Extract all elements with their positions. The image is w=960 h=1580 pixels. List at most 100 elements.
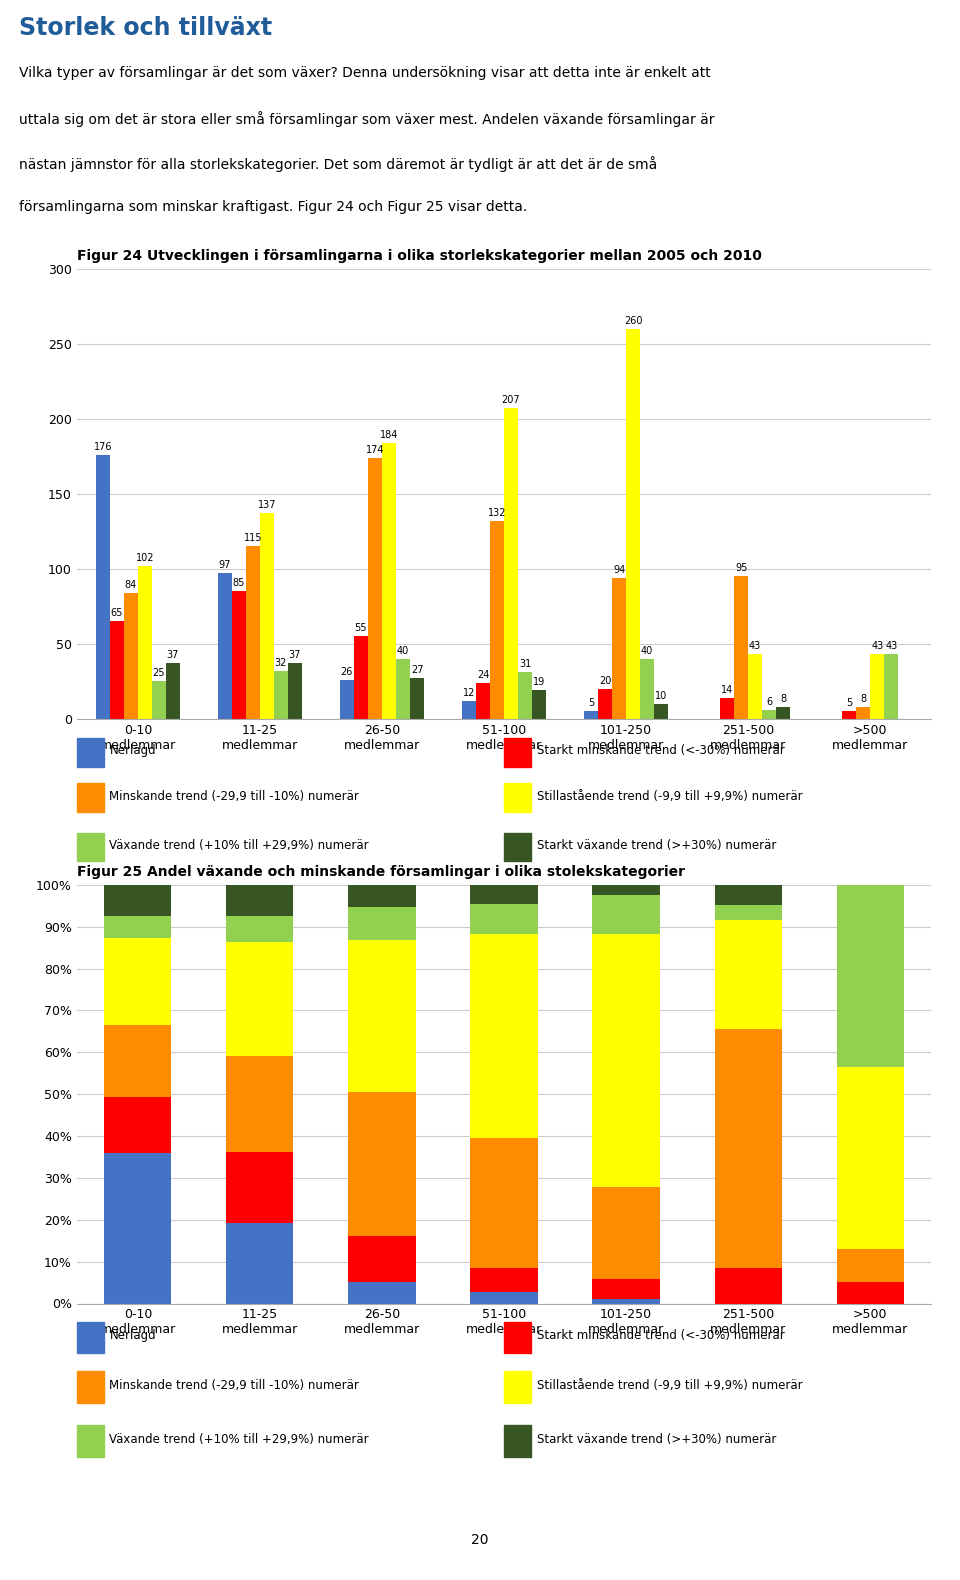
Bar xyxy=(714,1029,781,1269)
Text: 14: 14 xyxy=(721,684,733,695)
Bar xyxy=(382,442,396,719)
Text: 43: 43 xyxy=(885,641,898,651)
Bar xyxy=(348,885,416,907)
Bar xyxy=(592,885,660,894)
Bar xyxy=(720,698,734,719)
Bar xyxy=(227,1223,294,1304)
Bar xyxy=(836,1283,903,1303)
Bar xyxy=(592,1187,660,1280)
Bar xyxy=(227,942,294,1057)
Bar xyxy=(777,706,790,719)
Bar xyxy=(856,706,870,719)
Text: 85: 85 xyxy=(232,578,245,588)
Bar xyxy=(348,1237,416,1281)
Bar xyxy=(246,547,260,719)
Bar xyxy=(592,1299,660,1304)
Bar xyxy=(227,1152,294,1223)
Text: 94: 94 xyxy=(612,564,625,575)
Text: 97: 97 xyxy=(219,561,231,570)
Text: 260: 260 xyxy=(624,316,642,325)
Text: 25: 25 xyxy=(153,668,165,678)
Text: 137: 137 xyxy=(257,501,276,510)
Text: Stillastående trend (-9,9 till +9,9%) numerär: Stillastående trend (-9,9 till +9,9%) nu… xyxy=(537,790,803,803)
Bar xyxy=(470,1269,538,1292)
Text: Växande trend (+10% till +29,9%) numerär: Växande trend (+10% till +29,9%) numerär xyxy=(109,1433,369,1446)
Bar xyxy=(470,885,538,904)
Bar xyxy=(105,939,172,1025)
Bar xyxy=(476,683,490,719)
Text: Stillastående trend (-9,9 till +9,9%) numerär: Stillastående trend (-9,9 till +9,9%) nu… xyxy=(537,1379,803,1392)
Bar xyxy=(734,577,748,719)
Bar xyxy=(354,637,368,719)
Bar xyxy=(470,904,538,934)
Bar xyxy=(348,940,416,1092)
Text: 102: 102 xyxy=(135,553,155,562)
FancyBboxPatch shape xyxy=(504,784,531,812)
FancyBboxPatch shape xyxy=(504,1371,531,1403)
FancyBboxPatch shape xyxy=(77,738,104,766)
Bar xyxy=(166,664,180,719)
Bar xyxy=(504,408,518,719)
Text: 19: 19 xyxy=(533,678,545,687)
FancyBboxPatch shape xyxy=(77,1371,104,1403)
Bar xyxy=(96,455,109,719)
FancyBboxPatch shape xyxy=(504,833,531,861)
Bar xyxy=(470,1138,538,1269)
FancyBboxPatch shape xyxy=(504,1321,531,1352)
Bar xyxy=(152,681,166,719)
Text: Växande trend (+10% till +29,9%) numerär: Växande trend (+10% till +29,9%) numerär xyxy=(109,839,369,852)
Bar xyxy=(218,574,231,719)
Bar xyxy=(288,664,302,719)
Text: uttala sig om det är stora eller små församlingar som växer mest. Andelen växand: uttala sig om det är stora eller små för… xyxy=(19,111,714,126)
Text: 40: 40 xyxy=(641,646,653,656)
Text: 176: 176 xyxy=(93,442,112,452)
Bar xyxy=(884,654,899,719)
Bar xyxy=(368,458,382,719)
Bar xyxy=(490,521,504,719)
Text: 32: 32 xyxy=(275,657,287,668)
Text: 55: 55 xyxy=(354,624,367,634)
Bar xyxy=(532,690,546,719)
Text: 24: 24 xyxy=(477,670,490,679)
Text: 184: 184 xyxy=(380,430,398,439)
Text: Starkt växande trend (>+30%) numerär: Starkt växande trend (>+30%) numerär xyxy=(537,1433,776,1446)
Bar xyxy=(348,1092,416,1237)
Text: 40: 40 xyxy=(396,646,409,656)
Text: Nerlagd: Nerlagd xyxy=(109,1329,156,1343)
Text: 132: 132 xyxy=(488,507,506,518)
Bar xyxy=(348,1281,416,1304)
Bar xyxy=(842,711,856,719)
FancyBboxPatch shape xyxy=(77,1425,104,1457)
Bar xyxy=(592,934,660,1187)
Text: 5: 5 xyxy=(846,698,852,708)
Bar xyxy=(748,654,762,719)
Text: 20: 20 xyxy=(599,676,612,686)
Text: 95: 95 xyxy=(735,564,747,574)
Text: 84: 84 xyxy=(125,580,137,589)
FancyBboxPatch shape xyxy=(77,784,104,812)
Text: 26: 26 xyxy=(341,667,353,676)
Bar xyxy=(410,678,424,719)
Bar xyxy=(518,673,532,719)
Bar xyxy=(714,920,781,1029)
Text: 65: 65 xyxy=(110,608,123,618)
Text: Starkt växande trend (>+30%) numerär: Starkt växande trend (>+30%) numerär xyxy=(537,839,776,852)
FancyBboxPatch shape xyxy=(504,1425,531,1457)
Text: Figur 25 Andel växande och minskande församlingar i olika stolekskategorier: Figur 25 Andel växande och minskande för… xyxy=(77,866,684,880)
Bar xyxy=(654,705,668,719)
Text: 8: 8 xyxy=(860,694,866,705)
Text: Minskande trend (-29,9 till -10%) numerär: Minskande trend (-29,9 till -10%) numerä… xyxy=(109,790,359,803)
Bar xyxy=(260,514,274,719)
Bar xyxy=(105,916,172,939)
Bar xyxy=(592,894,660,934)
Bar xyxy=(109,621,124,719)
Text: 115: 115 xyxy=(244,534,262,544)
Text: 43: 43 xyxy=(749,641,761,651)
Bar xyxy=(105,1097,172,1153)
Bar xyxy=(348,907,416,940)
Bar xyxy=(836,1066,903,1248)
Text: 174: 174 xyxy=(366,444,384,455)
Text: 10: 10 xyxy=(655,690,667,702)
Bar xyxy=(105,1025,172,1097)
Bar xyxy=(124,592,138,719)
